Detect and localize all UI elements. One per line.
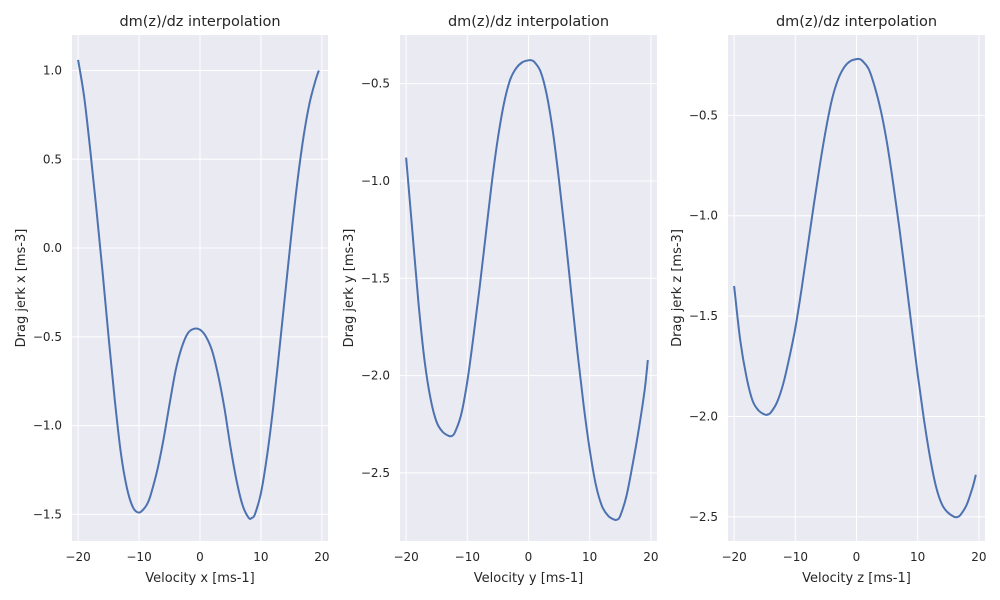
x-tick-label: 10 (910, 550, 925, 564)
x-tick-label: 0 (525, 550, 533, 564)
y-tick-label: −1.0 (689, 209, 718, 223)
y-tick-label: −1.0 (33, 419, 62, 433)
y-tick-label: 1.0 (43, 64, 62, 78)
x-tick-label: 20 (643, 550, 658, 564)
y-tick-label: 0.5 (43, 152, 62, 166)
chart-title: dm(z)/dz interpolation (119, 14, 280, 30)
y-axis-label: Drag jerk z [ms-3] (670, 229, 685, 347)
x-tick-label: 20 (314, 550, 329, 564)
y-tick-label: −2.5 (689, 510, 718, 524)
x-tick-label: −20 (65, 550, 90, 564)
y-tick-label: −2.0 (689, 410, 718, 424)
y-tick-label: −2.5 (361, 466, 390, 480)
x-tick-label: −20 (393, 550, 418, 564)
y-tick-label: −1.5 (361, 271, 390, 285)
y-axis-label: Drag jerk y [ms-3] (342, 229, 357, 348)
chart-title: dm(z)/dz interpolation (448, 14, 609, 30)
y-tick-label: −1.5 (33, 507, 62, 521)
y-tick-label: −0.5 (361, 77, 390, 91)
chart-title: dm(z)/dz interpolation (776, 14, 937, 30)
y-tick-label: 0.0 (43, 241, 62, 255)
x-tick-label: 10 (253, 550, 268, 564)
y-tick-label: −1.5 (689, 309, 718, 323)
series-line-y (405, 59, 649, 522)
x-tick-label: 10 (582, 550, 597, 564)
x-axis-label: Velocity y [ms-1] (474, 571, 584, 586)
y-axis-label: Drag jerk x [ms-3] (14, 229, 29, 348)
x-tick-label: −20 (721, 550, 746, 564)
series-line-z (733, 57, 977, 519)
subplot-3: −20 −10 0 10 20 −2.5 −2.0 −1.5 −1.0 −0.5 dm(z)/dz … (670, 14, 987, 586)
subplot-2: −20 −10 0 10 20 −2.5 −2.0 −1.5 −1.0 −0.5 dm(z)/dz … (342, 14, 659, 586)
x-axis-label: Velocity z [ms-1] (802, 571, 911, 586)
x-tick-label: 0 (196, 550, 204, 564)
y-tick-label: −1.0 (361, 174, 390, 188)
series-line-x (77, 59, 320, 520)
x-tick-label: −10 (126, 550, 151, 564)
y-tick-label: −0.5 (33, 330, 62, 344)
subplot-1: −20 −10 0 10 20 −1.5 −1.0 −0.5 0.0 0.5 1.0 dm(z)/dz… (14, 14, 330, 586)
y-tick-label: −2.0 (361, 369, 390, 383)
x-tick-label: −10 (455, 550, 480, 564)
x-axis-label: Velocity x [ms-1] (145, 571, 255, 586)
x-tick-label: −10 (783, 550, 808, 564)
x-tick-label: 20 (971, 550, 986, 564)
y-tick-label: −0.5 (689, 108, 718, 122)
x-tick-label: 0 (853, 550, 861, 564)
